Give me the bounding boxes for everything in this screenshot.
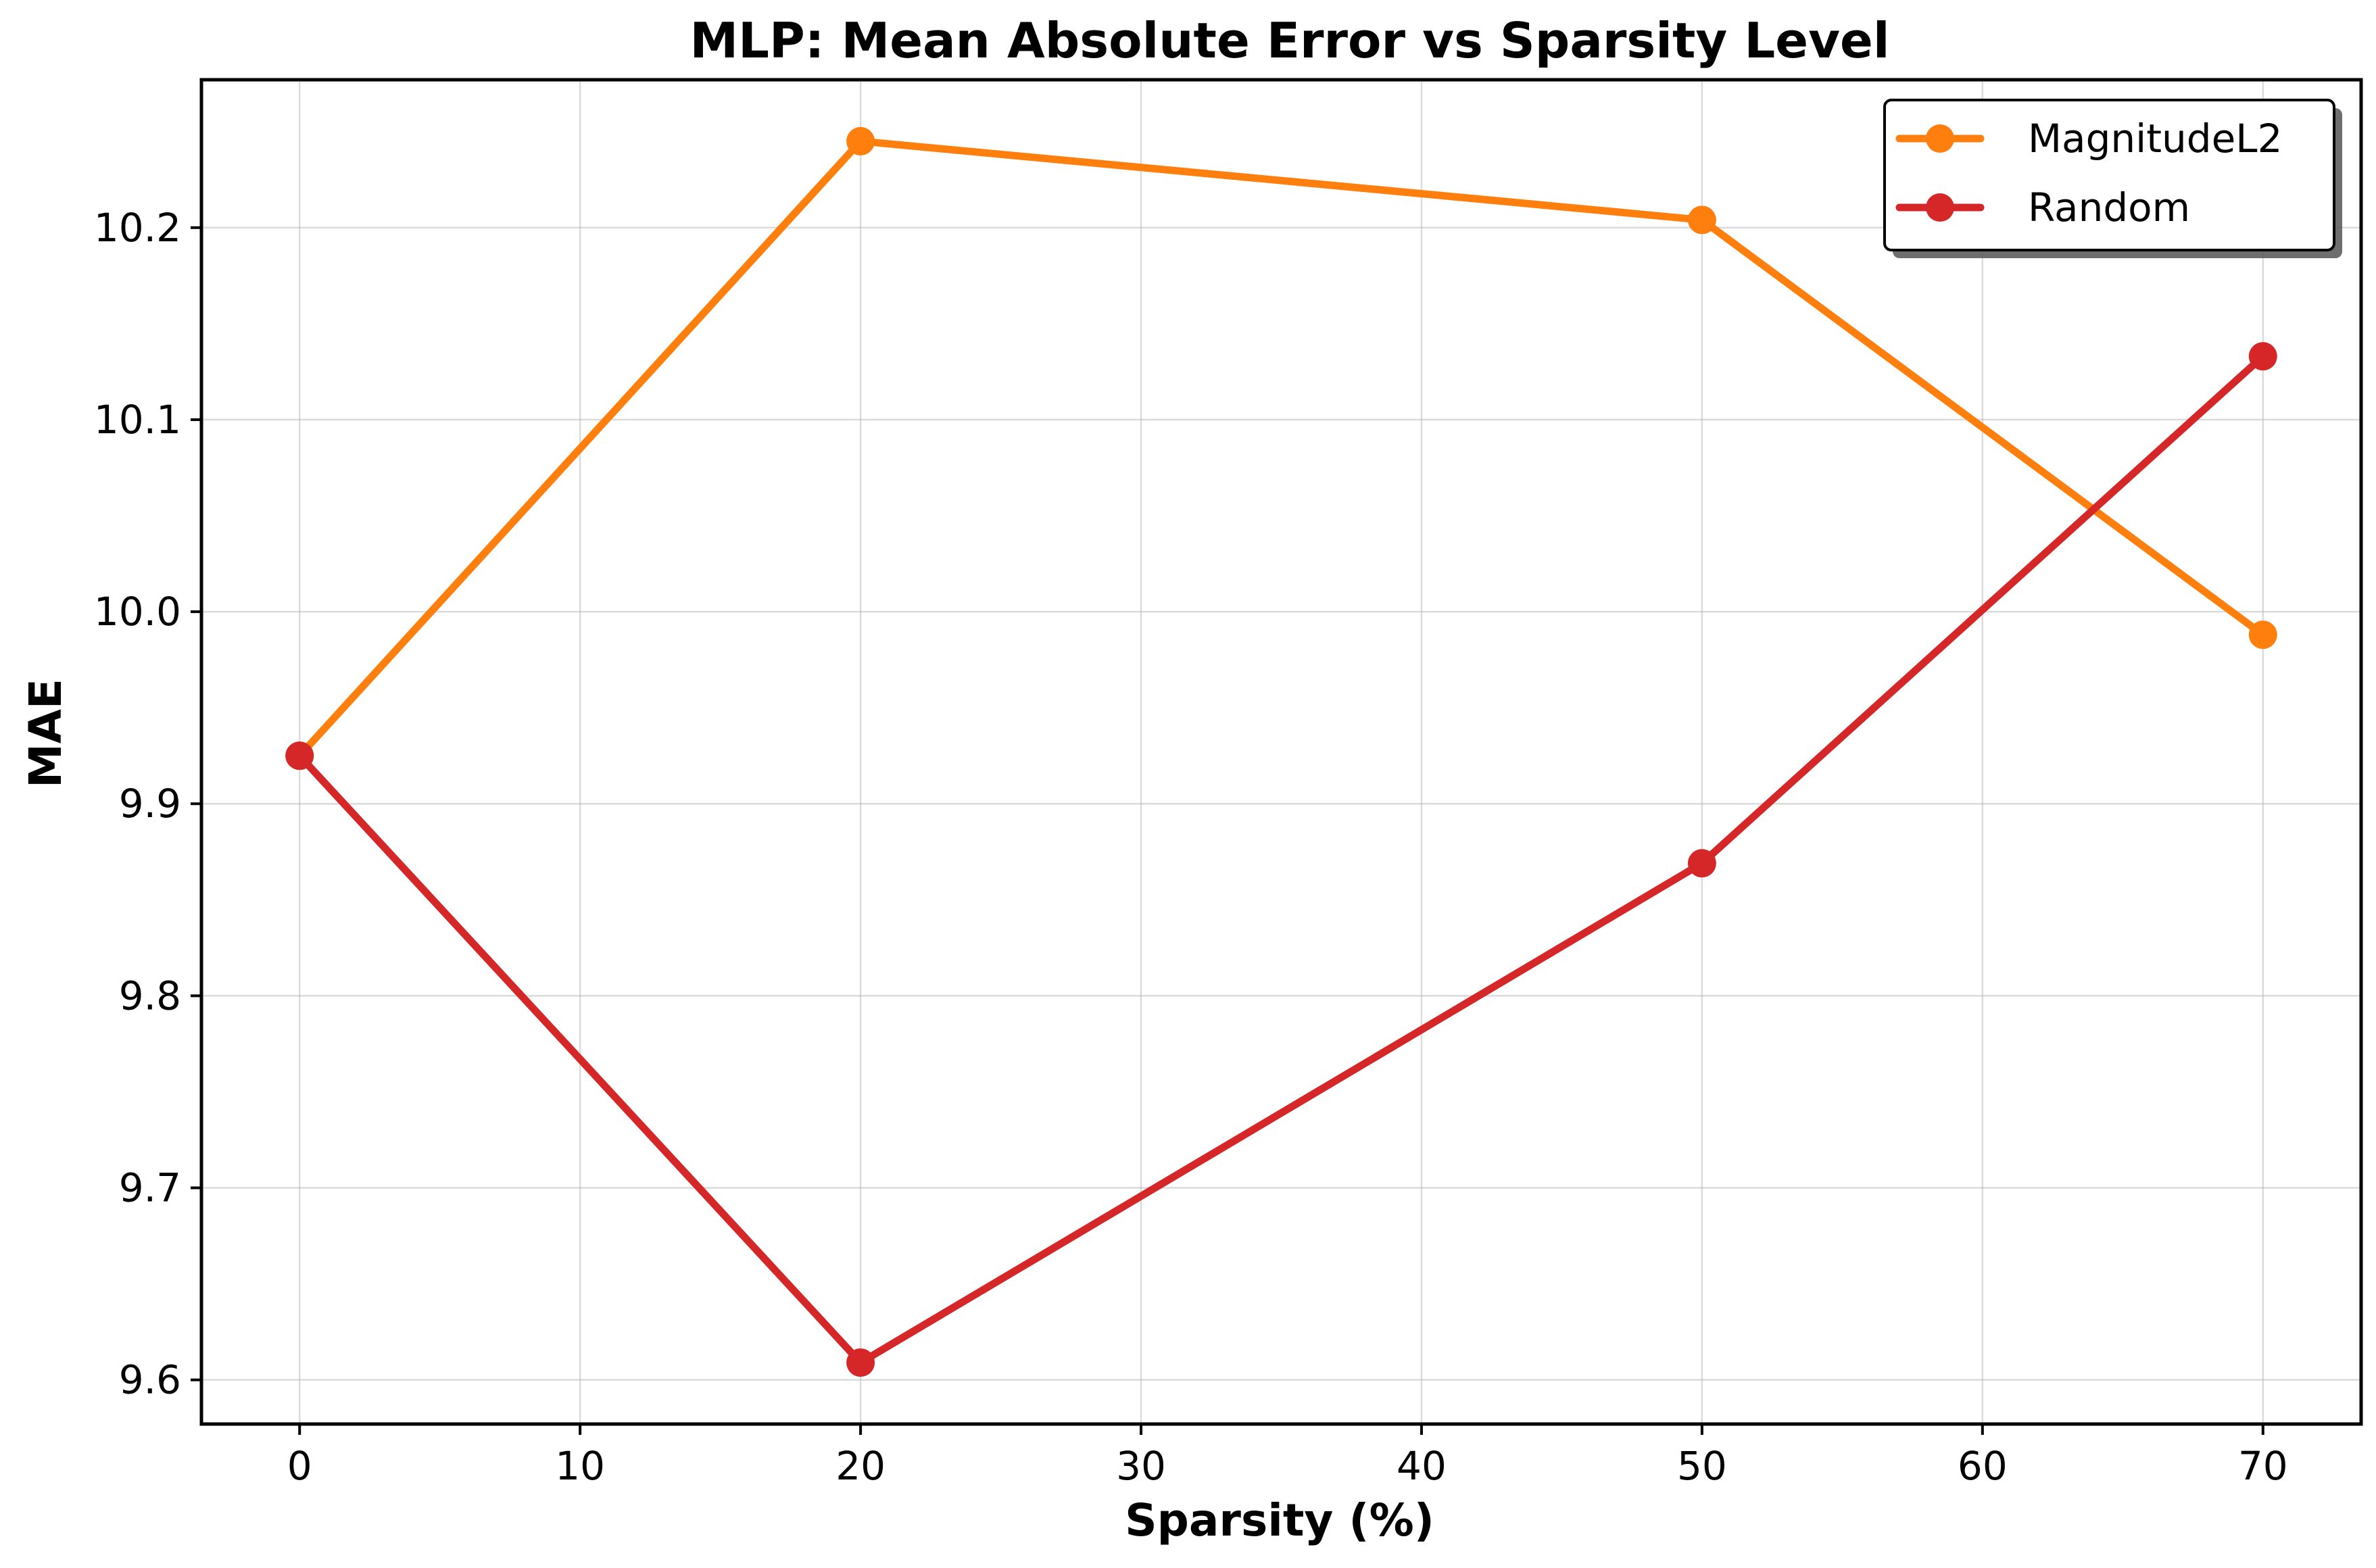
data-point	[1687, 849, 1716, 878]
plot-area-frame	[199, 78, 2363, 1426]
chart-title: MLP: Mean Absolute Error vs Sparsity Lev…	[689, 12, 1889, 69]
data-point	[846, 1348, 875, 1377]
x-tick-label: 20	[835, 1443, 886, 1489]
y-tick-label: 10.2	[94, 205, 181, 251]
x-axis-ticks: 0 10 20 30 40 50 60 70	[287, 1424, 2288, 1489]
legend-entries: MagnitudeL2 Random	[1895, 116, 2283, 230]
legend-swatch-marker	[1926, 124, 1954, 153]
x-tick-label: 50	[1677, 1443, 1727, 1489]
y-tick-label: 9.8	[119, 973, 181, 1019]
series-line	[295, 137, 2267, 760]
x-tick-label: 70	[2238, 1443, 2288, 1489]
data-point	[2248, 620, 2277, 650]
data-point	[1687, 205, 1716, 235]
legend-label: Random	[2028, 185, 2190, 230]
grid-lines	[201, 80, 2361, 1424]
legend-entry: Random	[1895, 185, 2190, 230]
legend-entry: MagnitudeL2	[1895, 116, 2283, 162]
x-tick-label: 60	[1958, 1443, 2008, 1489]
legend-label: MagnitudeL2	[2028, 116, 2283, 162]
legend: MagnitudeL2 Random	[1883, 99, 2342, 258]
x-tick-label: 30	[1116, 1443, 1166, 1489]
x-tick-label: 10	[555, 1443, 605, 1489]
x-axis-label: Sparsity (%)	[1125, 1494, 1434, 1546]
legend-box	[1883, 99, 2335, 251]
y-tick-label: 9.6	[119, 1357, 181, 1403]
y-tick-label: 9.9	[119, 781, 181, 827]
series-layer	[285, 126, 2277, 1377]
y-axis-ticks: 9.6 9.7 9.8 9.9 10.0 10.1 10.2	[94, 205, 201, 1403]
y-tick-label: 10.1	[94, 397, 181, 443]
x-tick-label: 0	[287, 1443, 312, 1489]
data-point	[846, 126, 875, 155]
legend-swatch-marker	[1926, 193, 1954, 222]
x-tick-label: 40	[1397, 1443, 1447, 1489]
y-tick-label: 9.7	[119, 1165, 181, 1211]
data-point	[285, 741, 314, 770]
y-axis-label: MAE	[20, 679, 72, 788]
y-tick-label: 10.0	[94, 589, 181, 635]
data-point	[2248, 342, 2277, 371]
series-random	[285, 342, 2277, 1377]
series-line	[295, 352, 2267, 1367]
